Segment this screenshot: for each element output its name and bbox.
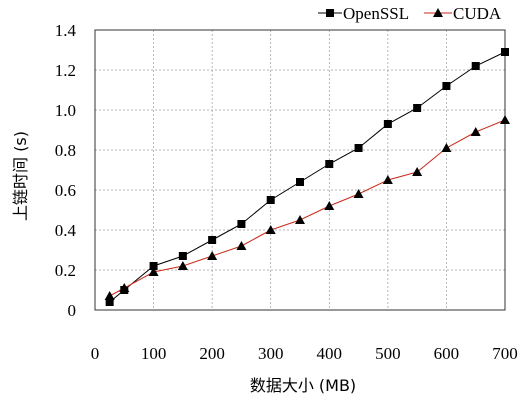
data-point-openssl [237, 220, 246, 228]
data-point-cuda [104, 291, 115, 300]
legend-label: CUDA [453, 4, 502, 23]
legend-label: OpenSSL [343, 4, 409, 23]
data-point-cuda [265, 225, 276, 234]
series-openssl [105, 48, 509, 306]
y-tick-label: 1.4 [55, 21, 77, 40]
legend-item-openssl: OpenSSL [318, 4, 409, 23]
data-point-cuda [382, 175, 393, 184]
data-point-openssl [325, 160, 334, 168]
y-tick-label: 0 [68, 301, 77, 320]
y-axis-ticks: 0 0.2 0.4 0.6 0.8 1.0 1.2 1.4 [55, 21, 77, 320]
data-point-cuda [148, 267, 159, 276]
series-group [104, 48, 510, 306]
x-tick-label: 400 [317, 344, 343, 363]
y-axis-title: 上链时间 (s) [11, 131, 30, 221]
x-tick-label: 500 [375, 344, 401, 363]
plot-frame [94, 29, 506, 311]
data-point-cuda [353, 189, 364, 198]
data-point-openssl [471, 62, 480, 70]
legend-marker [326, 9, 334, 17]
x-tick-label: 300 [258, 344, 284, 363]
data-point-cuda [119, 283, 130, 292]
data-point-openssl [413, 104, 422, 112]
data-point-cuda [500, 115, 510, 124]
data-point-cuda [207, 251, 218, 260]
data-point-openssl [105, 298, 114, 306]
data-point-cuda [470, 127, 481, 136]
x-tick-label: 700 [492, 344, 518, 363]
x-tick-label: 200 [199, 344, 225, 363]
x-tick-label: 0 [91, 344, 100, 363]
y-tick-label: 1.0 [55, 101, 76, 120]
data-point-openssl [354, 144, 363, 152]
y-tick-label: 0.6 [55, 181, 76, 200]
data-point-cuda [295, 215, 305, 224]
x-tick-label: 100 [141, 344, 167, 363]
data-point-cuda [441, 143, 452, 152]
grid [95, 30, 505, 310]
x-tick-label: 600 [434, 344, 460, 363]
x-axis-ticks: 0 100 200 300 400 500 600 700 [91, 344, 518, 363]
data-point-cuda [177, 261, 188, 270]
legend: OpenSSL CUDA [318, 4, 502, 23]
data-point-openssl [178, 252, 187, 260]
plot-border [94, 29, 506, 311]
data-point-cuda [324, 201, 335, 210]
data-point-openssl [442, 82, 451, 90]
data-point-openssl [296, 178, 304, 186]
data-point-cuda [412, 167, 423, 176]
data-point-openssl [501, 48, 509, 56]
y-tick-label: 0.8 [55, 141, 76, 160]
data-point-openssl [208, 236, 217, 244]
y-tick-label: 0.4 [55, 221, 77, 240]
legend-item-cuda: CUDA [424, 4, 502, 23]
y-tick-label: 0.2 [55, 261, 76, 280]
data-point-openssl [383, 120, 392, 128]
data-point-cuda [236, 241, 247, 250]
series-cuda [104, 115, 510, 300]
legend-marker [433, 8, 443, 17]
data-point-openssl [149, 262, 158, 270]
data-point-openssl [266, 196, 275, 204]
y-tick-label: 1.2 [55, 61, 76, 80]
x-axis-title: 数据大小 (MB) [250, 376, 356, 395]
